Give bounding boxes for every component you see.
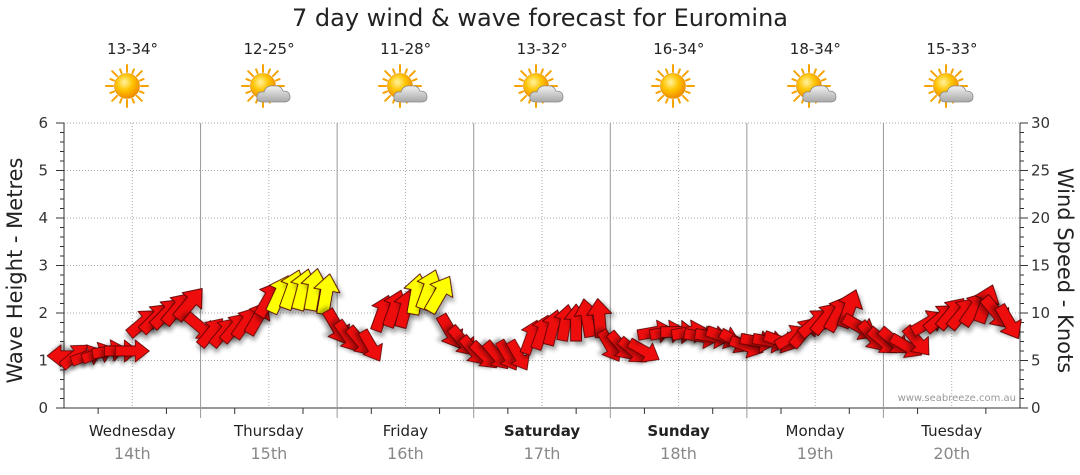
temperature-range: 18-34° [789,40,841,58]
right-tick-label: 5 [1031,352,1041,370]
temperature-range: 11-28° [380,40,432,58]
left-tick-label: 2 [38,304,48,322]
sun-cloud-icon [922,64,982,108]
wind-arrow [994,303,1022,340]
sun-cloud-icon [239,64,299,108]
date-label: 19th [797,444,834,463]
day-label-monday: Monday [786,422,845,440]
day-forecast: 16-34° [610,40,747,108]
day-forecast: 18-34° [747,40,884,108]
wind-arrow [357,328,383,362]
date-label: 17th [524,444,561,463]
right-tick-label: 10 [1031,304,1050,322]
left-tick-label: 3 [38,257,48,275]
day-forecast: 15-33° [883,40,1020,108]
day-forecast: 13-32° [474,40,611,108]
wind-arrow [901,324,930,356]
day-label-thursday: Thursday [233,422,304,440]
temperature-range: 16-34° [653,40,705,58]
day-label-wednesday: Wednesday [89,422,176,440]
date-label: 16th [387,444,424,463]
right-tick-label: 15 [1031,257,1050,275]
sun-cloud-icon [785,64,845,108]
temperature-range: 13-34° [106,40,159,58]
watermark: www.seabreeze.com.au [898,393,1016,404]
right-tick-label: 25 [1031,162,1050,180]
chart-title: 7 day wind & wave forecast for Euromina [292,4,788,32]
sunny-icon [103,64,163,108]
wind-arrow [114,339,150,363]
day-label-friday: Friday [383,422,429,440]
temperature-range: 15-33° [926,40,978,58]
daily-weather-header: 13-34° 12-25° 11-28° 13-32° 16-34° 18-34° 15-3… [64,40,1020,120]
sunny-icon [649,64,709,108]
temperature-range: 12-25° [243,40,295,58]
wind-arrow [626,337,660,363]
wind-arrow [172,288,203,323]
sun-cloud-icon [512,64,572,108]
wind-arrow [423,276,454,315]
date-label: 18th [660,444,697,463]
day-label-sunday: Sunday [647,422,710,440]
left-tick-label: 5 [38,162,48,180]
right-axis-title: Wind Speed - Knots [1053,168,1077,373]
date-label: 15th [250,444,287,463]
right-tick-label: 30 [1031,114,1050,132]
left-axis-title: Wave Height - Metres [3,158,27,384]
left-tick-label: 1 [38,352,48,370]
day-forecast: 11-28° [337,40,474,108]
day-forecast: 12-25° [201,40,338,108]
left-tick-label: 0 [38,399,48,417]
sun-cloud-icon [376,64,436,108]
date-label: 14th [114,444,151,463]
right-tick-label: 0 [1031,399,1041,417]
date-label: 20th [933,444,970,463]
right-tick-label: 20 [1031,209,1050,227]
day-forecast: 13-34° [64,40,201,108]
day-label-tuesday: Tuesday [920,422,982,440]
day-label-saturday: Saturday [504,422,581,440]
left-tick-label: 6 [38,114,48,132]
temperature-range: 13-32° [516,40,568,58]
left-tick-label: 4 [38,209,48,227]
